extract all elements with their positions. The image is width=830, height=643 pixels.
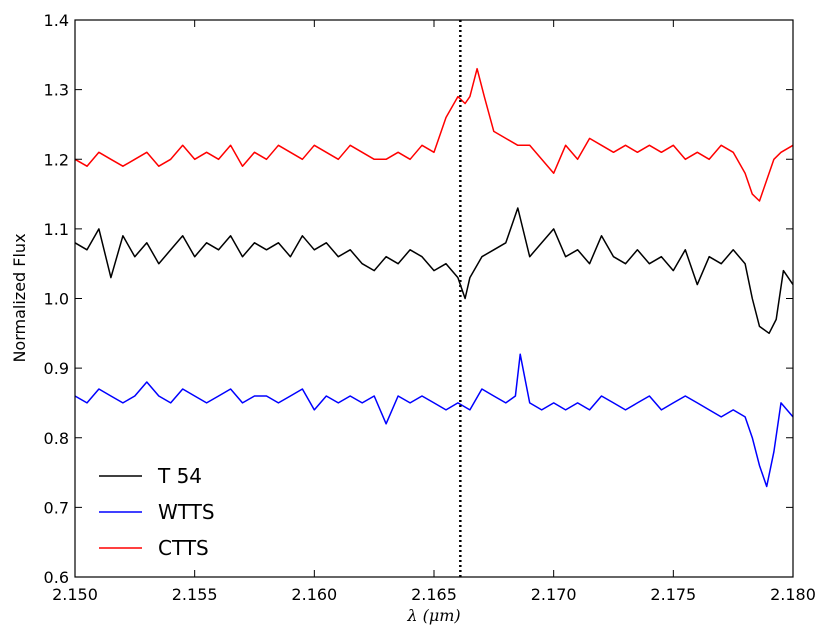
legend-label-2: CTTS [158,536,209,560]
y-tick-label: 1.0 [44,290,69,309]
y-tick-label: 1.3 [44,81,69,100]
series-line-1 [74,353,794,488]
x-tick-label: 2.175 [650,585,696,604]
legend: T 54 WTTS CTTS [99,464,215,560]
series-layer [74,67,794,488]
y-tick-label: 0.9 [44,359,69,378]
y-tick-label: 0.8 [44,429,69,448]
y-tick-label: 1.4 [44,11,69,30]
x-tick-label: 2.150 [52,585,98,604]
y-axis-ticks: 0.6 0.7 0.8 0.9 1.0 1.1 1.2 1.3 1.4 [44,11,793,587]
y-axis-label: Normalized Flux [10,233,29,362]
y-tick-label: 0.7 [44,498,69,517]
legend-label-1: WTTS [158,500,215,524]
series-line-2 [74,67,794,202]
x-tick-label: 2.160 [291,585,337,604]
y-tick-label: 0.6 [44,568,69,587]
x-tick-label: 2.155 [172,585,218,604]
x-tick-label: 2.180 [770,585,816,604]
x-tick-label: 2.170 [531,585,577,604]
y-tick-label: 1.2 [44,150,69,169]
x-tick-label: 2.165 [411,585,457,604]
y-tick-label: 1.1 [44,220,69,239]
x-axis-ticks: 2.150 2.155 2.160 2.165 2.170 2.175 2.180 [52,20,816,604]
legend-label-0: T 54 [157,464,202,488]
series-line-0 [74,207,794,335]
x-axis-label: λ (μm) [406,606,460,625]
